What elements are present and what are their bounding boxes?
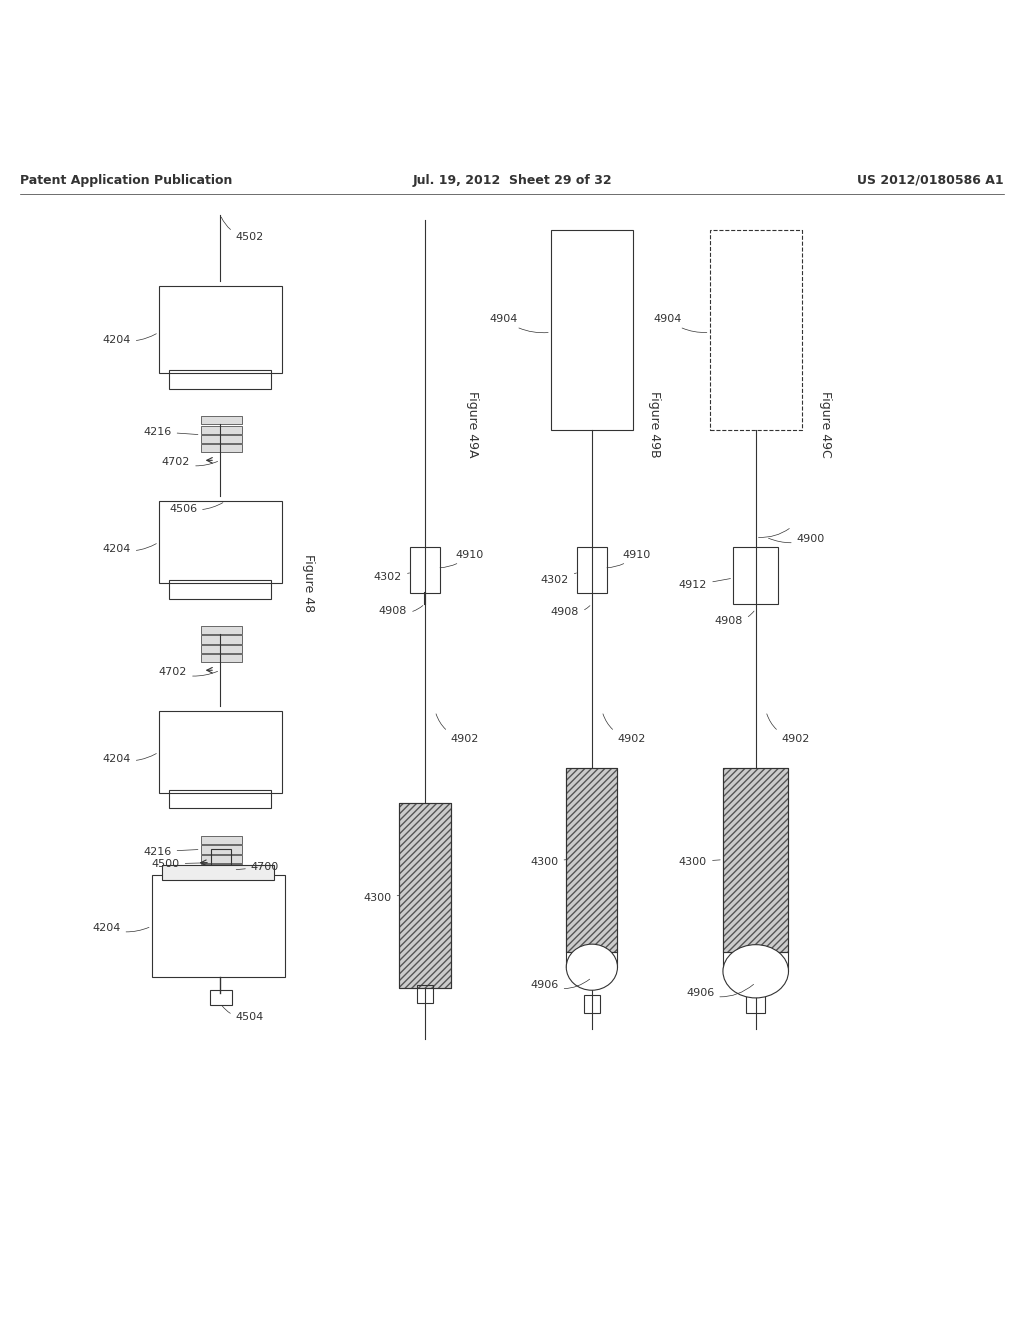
FancyBboxPatch shape — [162, 865, 274, 880]
Text: 4502: 4502 — [221, 216, 264, 242]
Text: 4302: 4302 — [541, 573, 577, 585]
FancyBboxPatch shape — [201, 425, 242, 434]
FancyBboxPatch shape — [723, 767, 788, 952]
Text: Figure 49C: Figure 49C — [819, 391, 833, 458]
Text: 4500: 4500 — [152, 859, 207, 869]
Text: Patent Application Publication: Patent Application Publication — [20, 174, 232, 186]
Text: Jul. 19, 2012  Sheet 29 of 32: Jul. 19, 2012 Sheet 29 of 32 — [413, 174, 611, 186]
Text: 4902: 4902 — [767, 714, 810, 744]
Text: 4204: 4204 — [102, 754, 157, 764]
FancyBboxPatch shape — [201, 444, 242, 453]
FancyBboxPatch shape — [201, 863, 242, 873]
Text: Figure 49A: Figure 49A — [466, 391, 479, 458]
FancyBboxPatch shape — [201, 635, 242, 644]
Text: 4900: 4900 — [768, 535, 825, 544]
Text: 4302: 4302 — [374, 572, 410, 582]
Text: 4216: 4216 — [143, 846, 198, 857]
FancyBboxPatch shape — [201, 845, 242, 854]
Text: 4904: 4904 — [653, 314, 707, 333]
FancyBboxPatch shape — [201, 653, 242, 663]
FancyBboxPatch shape — [201, 836, 242, 845]
Text: 4910: 4910 — [440, 549, 484, 568]
Text: 4902: 4902 — [603, 714, 646, 744]
Text: 4912: 4912 — [679, 578, 730, 590]
Text: 4204: 4204 — [92, 924, 150, 933]
FancyBboxPatch shape — [201, 416, 242, 425]
Text: 4700: 4700 — [237, 862, 280, 873]
Text: 4300: 4300 — [364, 892, 399, 903]
Text: 4908: 4908 — [379, 606, 423, 616]
Text: 4904: 4904 — [489, 314, 548, 333]
Text: 4300: 4300 — [679, 857, 720, 867]
Text: 4902: 4902 — [436, 714, 479, 744]
Text: 4702: 4702 — [162, 458, 218, 467]
Text: 4216: 4216 — [143, 426, 198, 437]
FancyBboxPatch shape — [201, 644, 242, 653]
Text: 4204: 4204 — [102, 544, 157, 554]
Ellipse shape — [723, 945, 788, 998]
Text: 4908: 4908 — [715, 611, 754, 626]
Text: 4300: 4300 — [530, 857, 566, 867]
FancyBboxPatch shape — [201, 854, 242, 863]
Text: 4908: 4908 — [551, 606, 590, 616]
Text: 4504: 4504 — [222, 1006, 264, 1023]
Text: 4506: 4506 — [169, 503, 223, 513]
FancyBboxPatch shape — [566, 767, 617, 952]
Text: US 2012/0180586 A1: US 2012/0180586 A1 — [857, 174, 1004, 186]
Text: 4204: 4204 — [102, 334, 157, 345]
Ellipse shape — [566, 944, 617, 990]
FancyBboxPatch shape — [201, 626, 242, 635]
Text: 4906: 4906 — [530, 979, 590, 990]
Text: Figure 49B: Figure 49B — [648, 391, 662, 458]
Text: 4906: 4906 — [686, 985, 754, 998]
Text: 4910: 4910 — [607, 549, 651, 568]
Text: Figure 48: Figure 48 — [302, 554, 315, 612]
FancyBboxPatch shape — [201, 434, 242, 444]
Text: 4702: 4702 — [159, 668, 218, 677]
FancyBboxPatch shape — [399, 804, 451, 987]
